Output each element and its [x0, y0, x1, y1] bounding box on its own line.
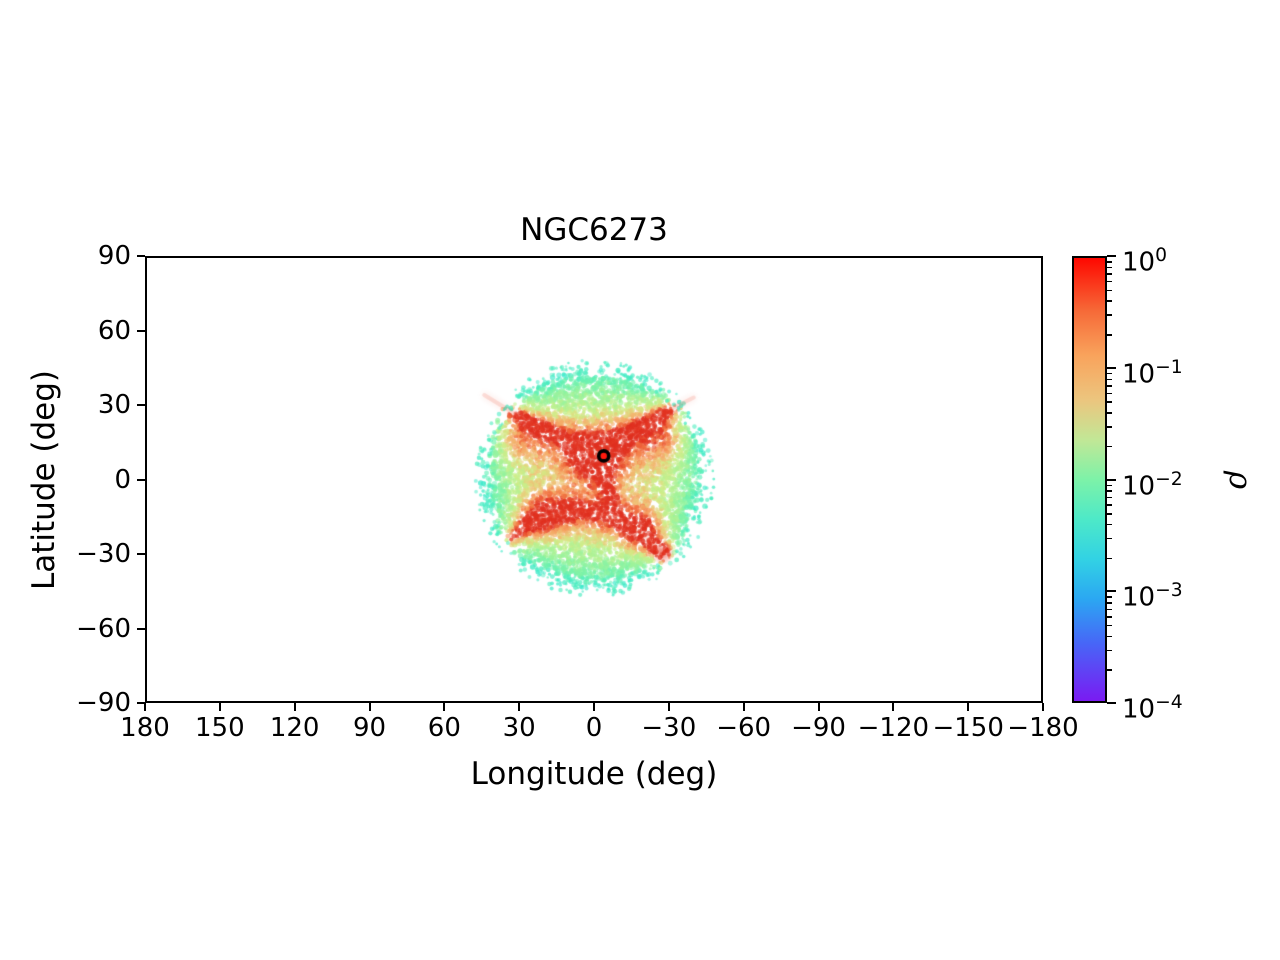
colorbar-tick-label: 10−2	[1122, 468, 1183, 502]
y-tick-label: 60	[97, 315, 131, 346]
y-tick-label: 0	[114, 464, 131, 495]
colorbar-minor-tick	[1107, 484, 1112, 487]
x-tick-mark	[1042, 703, 1044, 711]
colorbar-major-tick	[1107, 702, 1116, 704]
colorbar-minor-tick	[1107, 596, 1112, 598]
x-tick-mark	[518, 703, 521, 711]
colorbar-tick-label: 100	[1122, 245, 1167, 278]
colorbar-minor-tick	[1107, 280, 1112, 283]
y-tick-mark	[137, 255, 145, 257]
x-tick-label: −30	[641, 713, 697, 743]
x-tick-mark	[144, 703, 146, 711]
y-tick-label: −90	[76, 688, 131, 718]
colorbar-major-tick	[1107, 478, 1116, 481]
colorbar-major-tick	[1107, 590, 1116, 593]
colorbar-minor-tick	[1107, 490, 1112, 492]
colorbar-minor-tick	[1107, 602, 1112, 604]
y-tick-label: −30	[76, 539, 131, 569]
colorbar-minor-tick	[1107, 300, 1112, 302]
x-tick-label: 60	[427, 713, 461, 743]
x-tick-label: 150	[195, 713, 245, 743]
x-tick-label: −180	[1007, 713, 1079, 743]
colorbar-tick-label: 10−1	[1122, 356, 1183, 390]
x-tick-label: −150	[932, 713, 1004, 743]
colorbar	[1072, 256, 1107, 703]
colorbar-minor-tick	[1107, 496, 1112, 499]
x-tick-mark	[368, 703, 371, 711]
colorbar-minor-tick	[1107, 401, 1112, 403]
x-tick-mark	[667, 703, 670, 711]
colorbar-minor-tick	[1107, 445, 1112, 448]
x-tick-mark	[443, 703, 446, 711]
colorbar-minor-tick	[1107, 412, 1112, 414]
colorbar-minor-tick	[1107, 504, 1112, 506]
colorbar-minor-tick	[1107, 669, 1112, 671]
colorbar-minor-tick	[1107, 608, 1112, 611]
y-axis-label: Latitude (deg)	[26, 369, 62, 591]
colorbar-minor-tick	[1107, 372, 1112, 375]
x-tick-mark	[742, 703, 745, 711]
x-tick-label: −90	[791, 713, 846, 743]
colorbar-tick-label: 10−4	[1122, 692, 1183, 725]
colorbar-minor-tick	[1107, 616, 1112, 618]
colorbar-label: ρ	[1222, 470, 1258, 490]
colorbar-tick-label: 10−3	[1122, 580, 1183, 613]
y-tick-label: 30	[97, 390, 131, 420]
colorbar-major-tick	[1107, 255, 1116, 257]
colorbar-minor-tick	[1107, 266, 1112, 269]
y-tick-mark	[137, 404, 145, 406]
colorbar-minor-tick	[1107, 523, 1112, 526]
colorbar-minor-tick	[1107, 289, 1112, 292]
colorbar-minor-tick	[1107, 635, 1112, 638]
y-tick-mark	[137, 702, 145, 704]
x-tick-label: −60	[716, 713, 772, 743]
y-tick-label: 90	[97, 241, 131, 271]
density-scatter-plot	[145, 256, 1043, 703]
colorbar-minor-tick	[1107, 537, 1112, 540]
y-tick-label: −60	[76, 613, 131, 644]
x-tick-label: 30	[502, 713, 536, 743]
x-tick-label: 120	[269, 713, 320, 743]
x-tick-label: 0	[585, 713, 603, 743]
colorbar-minor-tick	[1107, 378, 1112, 381]
colorbar-major-tick	[1107, 366, 1116, 369]
x-tick-mark	[817, 703, 820, 711]
y-tick-mark	[137, 553, 145, 555]
x-axis-label: Longitude (deg)	[470, 756, 718, 792]
x-tick-label: −120	[857, 713, 930, 743]
colorbar-minor-tick	[1107, 624, 1112, 627]
colorbar-minor-tick	[1107, 426, 1112, 428]
colorbar-minor-tick	[1107, 273, 1112, 275]
x-tick-mark	[593, 703, 595, 711]
plot-title: NGC6273	[520, 212, 668, 248]
x-tick-mark	[892, 703, 895, 711]
x-tick-label: 180	[120, 713, 170, 743]
colorbar-minor-tick	[1107, 314, 1112, 316]
x-tick-mark	[967, 703, 970, 711]
x-tick-mark	[293, 703, 296, 711]
colorbar-minor-tick	[1107, 649, 1112, 652]
colorbar-minor-tick	[1107, 557, 1112, 560]
y-tick-mark	[137, 627, 145, 630]
y-tick-mark	[137, 478, 145, 481]
colorbar-minor-tick	[1107, 392, 1112, 395]
x-tick-mark	[218, 703, 221, 711]
y-tick-mark	[137, 329, 145, 332]
colorbar-minor-tick	[1107, 334, 1112, 336]
x-tick-label: 90	[352, 713, 387, 743]
colorbar-minor-tick	[1107, 385, 1112, 387]
colorbar-minor-tick	[1107, 261, 1112, 263]
colorbar-minor-tick	[1107, 513, 1112, 515]
